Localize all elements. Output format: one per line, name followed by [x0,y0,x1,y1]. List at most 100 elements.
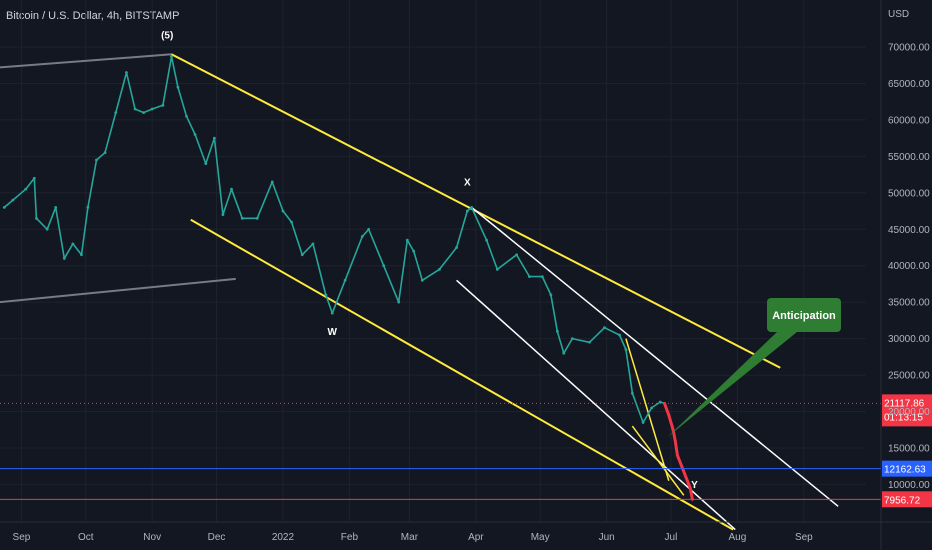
countdown-value: 01:13:15 [884,412,923,423]
last-price-tag [882,394,932,427]
price-point [658,400,662,404]
price-point [212,136,216,140]
price-point [32,176,36,180]
price-point [290,220,293,224]
main-channel-bottom [190,218,734,531]
price-point [397,300,401,304]
price-point [95,158,98,162]
annotation-pointer [667,332,797,438]
y-tick-label: 20000.00 [888,407,930,418]
price-point [133,107,137,111]
y-tick-label: 70000.00 [888,43,930,54]
y-tick-label: 35000.00 [888,298,930,309]
x-tick-label: Mar [401,532,419,543]
price-point [230,187,233,191]
price-point [641,421,645,424]
x-tick-label: Nov [143,532,161,543]
wedge-line-a [625,338,670,481]
x-tick-label: Jul [665,532,678,543]
price-point [35,216,38,220]
wave-label: (5) [161,30,173,41]
x-tick-label: Jun [599,532,615,543]
y-tick-label: 60000.00 [888,115,930,126]
price-point [2,205,6,209]
price-point [667,413,671,417]
price-point [324,293,328,297]
chart-title: Bitcoin / U.S. Dollar, 4h, BITSTAMP [6,10,180,22]
price-point [588,340,591,344]
price-point [515,253,518,257]
price-point [221,213,225,217]
price-point [125,71,128,74]
price-point [45,227,49,231]
price-point [311,242,315,246]
price-point [62,257,66,260]
y-tick-label: 10000.00 [888,480,930,491]
price-point [671,428,675,432]
price-point [562,351,566,355]
price-point [382,264,386,268]
y-tick-label: 65000.00 [888,79,930,90]
price-point [185,114,188,118]
price-point [470,205,473,209]
price-point [103,151,107,155]
y-unit-label: USD [888,9,909,20]
price-point [54,205,58,209]
price-point [204,162,208,166]
price-point [330,311,334,315]
price-point [142,111,146,115]
x-tick-label: Apr [468,532,484,543]
price-point [688,486,692,490]
x-tick-label: Sep [795,532,813,543]
price-series-line [3,55,665,424]
y-tick-label: 30000.00 [888,334,930,345]
wave-label: X [464,178,471,189]
y-tick-label: 50000.00 [888,188,930,199]
x-tick-label: Feb [341,532,359,543]
inner-channel-top [471,206,839,507]
price-point [455,246,458,249]
y-tick-label: 45000.00 [888,225,930,236]
y-tick-label: 55000.00 [888,152,930,163]
price-point [170,55,173,58]
price-point [570,337,574,341]
y-tick-label: 15000.00 [888,443,930,454]
price-point [240,216,244,220]
price-point [360,235,364,238]
price-point [684,475,688,479]
level-tag [882,491,932,508]
price-point [24,187,28,191]
price-point [412,249,416,253]
level-tag [882,460,932,477]
price-point [465,209,469,213]
price-point [549,293,553,297]
price-point [528,275,531,279]
wave-label: Y [691,480,698,491]
last-price-value: 21117.86 [884,398,925,409]
price-point [540,275,544,279]
price-point [114,111,118,115]
price-point [281,209,285,213]
price-point [624,348,628,351]
price-point [675,453,679,457]
y-tick-label: 40000.00 [888,261,930,272]
price-point [680,464,684,468]
price-point [270,180,274,184]
old-channel-bottom [0,277,236,304]
price-point [71,242,75,246]
price-point [80,253,83,257]
price-point [438,267,441,271]
annotation-text: Anticipation [772,310,836,322]
price-point [176,85,180,89]
old-channel-top [0,53,172,69]
y-tick-label: 25000.00 [888,371,930,382]
price-point [86,205,90,209]
price-point [495,267,499,271]
wave-label: W [328,327,338,338]
level-value: 12162.63 [884,465,926,476]
inner-channel-bottom [456,279,736,531]
price-point [650,406,654,410]
price-point [300,253,304,257]
